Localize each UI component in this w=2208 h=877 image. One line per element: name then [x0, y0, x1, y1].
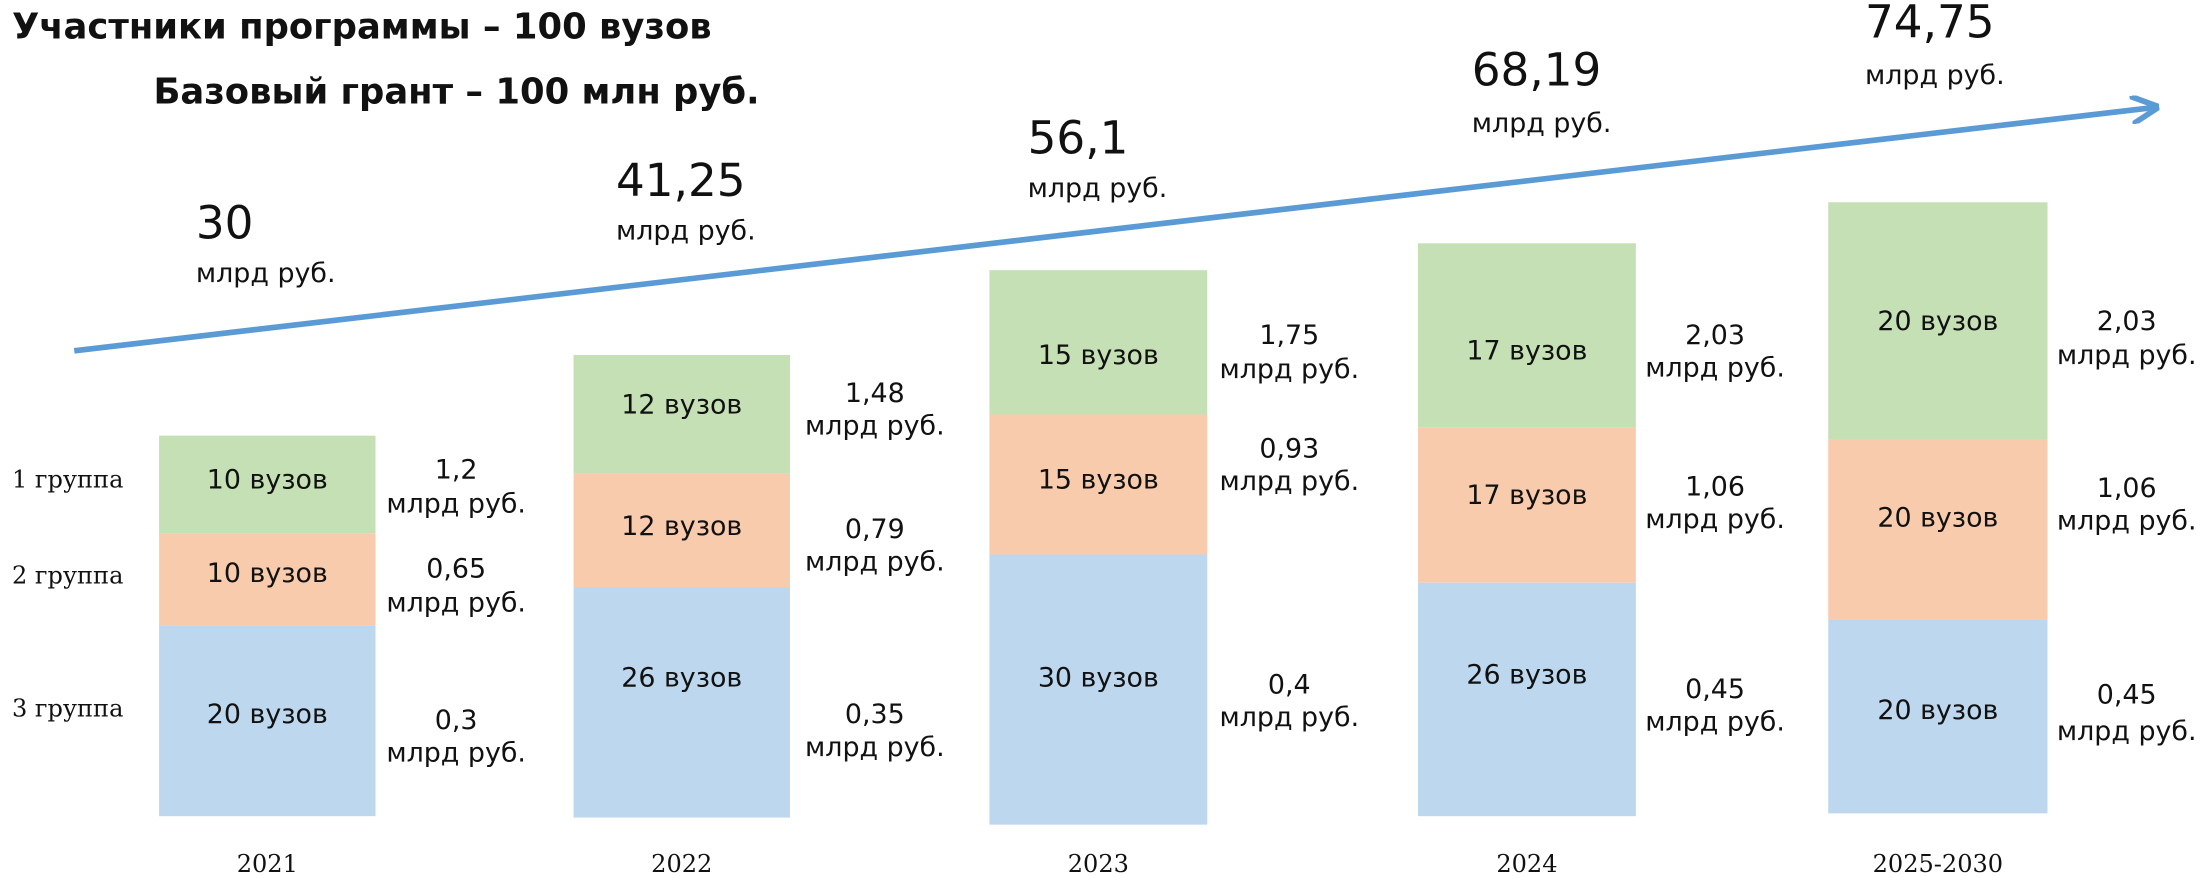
bar-segment: [1828, 202, 2048, 440]
group-label: 2 группа: [12, 562, 123, 590]
total-value: 68,19: [1472, 44, 1602, 97]
bar-segment: [573, 473, 790, 588]
segment-amount: 1,06: [2097, 473, 2157, 504]
segment-unit: млрд руб.: [1219, 702, 1359, 733]
bar-segment: [1418, 243, 1636, 428]
group-label: 3 группа: [12, 695, 123, 723]
bar-segment: [159, 625, 376, 817]
segment-amount: 0,4: [1268, 670, 1311, 701]
segment-amount: 1,06: [1685, 472, 1745, 503]
total-unit: млрд руб.: [1865, 60, 2005, 91]
segment-amount: 0,65: [426, 554, 486, 585]
total-unit: млрд руб.: [1028, 173, 1168, 204]
year-label: 2023: [1068, 850, 1129, 877]
segment-count: 17 вузов: [1466, 336, 1587, 367]
segment-amount: 1,48: [845, 378, 905, 409]
segment-amount: 0,3: [435, 705, 478, 736]
segment-unit: млрд руб.: [805, 411, 945, 442]
bar-segment: [573, 587, 790, 818]
total-unit: млрд руб.: [196, 258, 336, 289]
segment-unit: млрд руб.: [2057, 340, 2197, 371]
segment-amount: 0,45: [1685, 674, 1745, 705]
segment-count: 20 вузов: [1877, 503, 1998, 534]
year-label: 2022: [651, 850, 712, 877]
total-unit: млрд руб.: [616, 215, 756, 246]
segment-count: 30 вузов: [1038, 662, 1159, 693]
segment-count: 12 вузов: [621, 389, 742, 420]
segment-unit: млрд руб.: [805, 546, 945, 577]
total-unit: млрд руб.: [1472, 108, 1612, 139]
total-value: 56,1: [1028, 111, 1129, 164]
segment-count: 26 вузов: [621, 662, 742, 693]
bar-segment: [159, 435, 376, 534]
year-label: 2021: [237, 850, 298, 877]
segment-unit: млрд руб.: [1645, 353, 1785, 384]
segment-amount: 0,35: [845, 699, 905, 730]
segment-unit: млрд руб.: [1219, 466, 1359, 497]
segment-amount: 1,75: [1259, 320, 1319, 351]
year-label: 2025-2030: [1873, 850, 2003, 877]
segment-count: 20 вузов: [1877, 306, 1998, 337]
segment-amount: 2,03: [2097, 306, 2157, 337]
segment-count: 15 вузов: [1038, 464, 1159, 495]
segment-count: 20 вузов: [207, 699, 328, 730]
segment-unit: млрд руб.: [1645, 706, 1785, 737]
segment-count: 12 вузов: [621, 511, 742, 542]
bar-segment: [1828, 619, 2048, 814]
segment-unit: млрд руб.: [386, 488, 526, 519]
bar-segment: [989, 414, 1208, 555]
segment-count: 10 вузов: [207, 464, 328, 495]
segment-count: 10 вузов: [207, 558, 328, 589]
segment-amount: 0,93: [1259, 433, 1319, 464]
group-label: 1 группа: [12, 465, 123, 493]
bar-segment: [989, 270, 1208, 415]
segment-count: 17 вузов: [1466, 480, 1587, 511]
growth-arrow: [73, 108, 2153, 354]
segment-unit: млрд руб.: [386, 587, 526, 618]
total-value: 30: [196, 196, 254, 249]
segment-count: 15 вузов: [1038, 340, 1159, 371]
segment-amount: 2,03: [1685, 320, 1745, 351]
bar-segment: [1418, 427, 1636, 583]
segment-count: 26 вузов: [1466, 660, 1587, 691]
total-value: 74,75: [1865, 0, 1995, 48]
segment-unit: млрд руб.: [2057, 505, 2197, 536]
bar-segment: [1828, 439, 2048, 620]
bar-segment: [989, 554, 1208, 825]
title: Участники программы – 100 вузов: [12, 6, 712, 47]
subtitle: Базовый грант – 100 млн руб.: [153, 71, 759, 112]
segment-amount: 1,2: [435, 455, 478, 486]
segment-unit: млрд руб.: [386, 737, 526, 768]
segment-unit: млрд руб.: [805, 732, 945, 763]
segment-unit: млрд руб.: [1645, 504, 1785, 535]
bar-segment: [573, 355, 790, 474]
segment-unit: млрд руб.: [1219, 354, 1359, 385]
total-value: 41,25: [616, 154, 746, 207]
segment-amount: 0,79: [845, 514, 905, 545]
segment-amount: 0,45: [2097, 679, 2157, 710]
year-label: 2024: [1496, 850, 1557, 877]
segment-count: 20 вузов: [1877, 695, 1998, 726]
segment-unit: млрд руб.: [2057, 716, 2197, 747]
bar-segment: [159, 533, 376, 626]
bar-segment: [1418, 582, 1636, 817]
